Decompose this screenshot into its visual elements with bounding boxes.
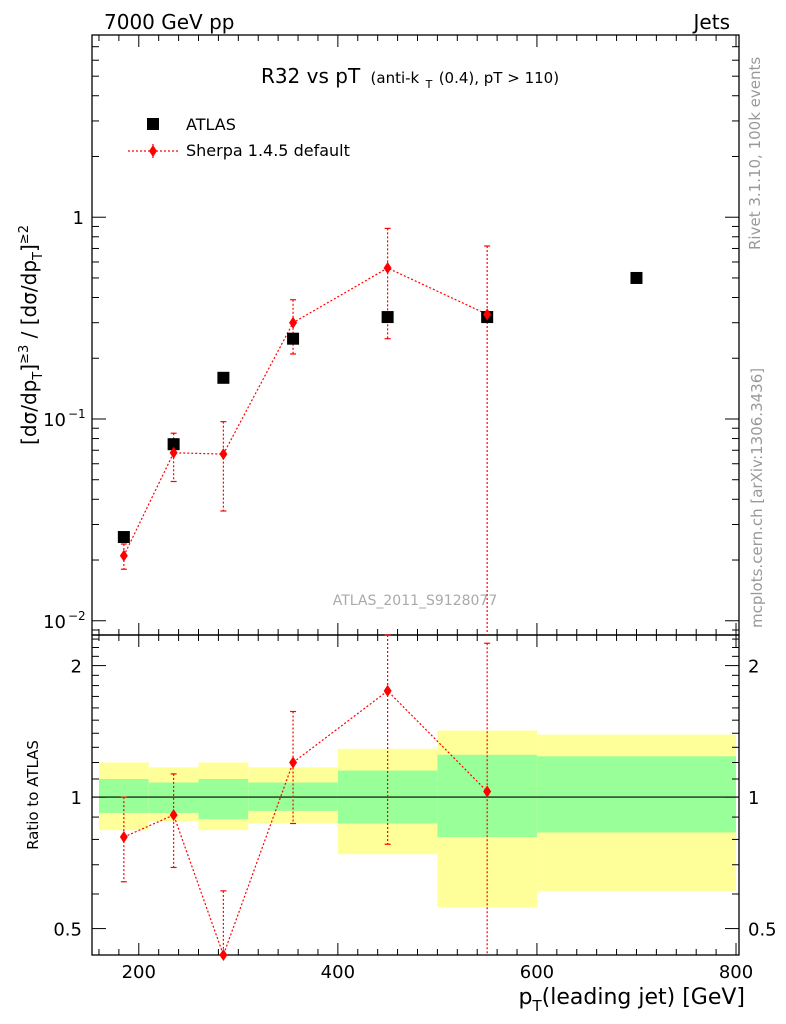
ratio-point-2 xyxy=(219,949,228,961)
top-y-tick-exp-2: −2 xyxy=(68,609,86,623)
x-axis-label-p: p xyxy=(519,985,533,1010)
atlas-point-1 xyxy=(167,438,180,451)
legend-atlas-marker xyxy=(147,118,159,130)
ratio-point-4 xyxy=(383,684,392,697)
rivet-version-label: Rivet 3.1.10, 100k events xyxy=(746,57,764,250)
top-y-axis-label: [dσ/dpT]≥3 / [dσ/dpT]≥2 xyxy=(17,225,46,445)
sherpa-point-1 xyxy=(169,446,178,459)
chart-title: R32 vs pT (anti-k T (0.4), pT > 110) xyxy=(261,64,559,93)
chart-title-sub-sub: T xyxy=(425,78,433,91)
ratio-y-tick-label-left-1: 1 xyxy=(71,788,82,809)
top-y-tick-label-1: 10 xyxy=(43,410,66,431)
chart-title-main: R32 vs pT xyxy=(261,64,361,88)
top-y-tick-label-0: 1 xyxy=(73,208,84,229)
ratio-point-5 xyxy=(483,785,492,798)
ratio-y-tick-label-left-0: 0.5 xyxy=(53,920,82,941)
ratio-inner-band-0 xyxy=(98,779,149,813)
top-y-tick-label-2: 10 xyxy=(43,612,66,633)
x-axis-label-sub: T xyxy=(531,997,542,1015)
atlas-point-3 xyxy=(287,332,300,345)
legend: ATLAS Sherpa 1.4.5 default xyxy=(128,115,350,160)
x-axis-label: pT(leading jet) [GeV] xyxy=(519,985,745,1015)
legend-sherpa-label: Sherpa 1.4.5 default xyxy=(186,141,350,160)
ratio-point-0 xyxy=(119,831,128,844)
chart-title-sub-a: (anti-k xyxy=(371,69,420,87)
x-axis-label-rest: (leading jet) [GeV] xyxy=(542,985,745,1010)
source-url-label: mcplots.cern.ch [arXiv:1306.3436] xyxy=(748,368,766,628)
chart-title-sub-b: (0.4), pT > 110) xyxy=(439,69,559,87)
ratio-y-tick-label-right-2: 2 xyxy=(748,657,759,678)
legend-atlas-label: ATLAS xyxy=(186,115,236,134)
sherpa-point-2 xyxy=(219,448,228,461)
ratio-inner-band-6 xyxy=(536,756,737,833)
ratio-y-tick-label-right-1: 1 xyxy=(748,788,759,809)
legend-sherpa-marker xyxy=(149,145,157,157)
ratio-point-3 xyxy=(289,756,298,769)
atlas-point-2 xyxy=(217,371,230,384)
sherpa-line xyxy=(123,267,488,557)
ratio-sherpa-line xyxy=(123,690,488,957)
ratio-y-axis-label: Ratio to ATLAS xyxy=(24,740,42,850)
atlas-point-4 xyxy=(381,311,394,324)
ratio-y-tick-label-left-2: 2 xyxy=(71,657,82,678)
ratio-panel-frame xyxy=(91,634,740,956)
x-tick-label-400: 400 xyxy=(321,962,355,983)
sherpa-point-0 xyxy=(119,549,128,562)
ratio-inner-band-2 xyxy=(198,779,249,820)
x-tick-label-600: 600 xyxy=(520,962,554,983)
atlas-point-6 xyxy=(630,271,643,284)
sherpa-point-5 xyxy=(483,308,492,321)
top-y-tick-exp-1: −1 xyxy=(68,407,86,421)
svg-text:[dσ/dpT]≥3 / [dσ/dpT]≥2: [dσ/dpT]≥3 / [dσ/dpT]≥2 xyxy=(17,225,46,445)
energy-label: 7000 GeV pp xyxy=(104,10,235,34)
ratio-panel-data xyxy=(119,634,492,961)
top-panel-data xyxy=(117,227,643,635)
x-tick-label-800: 800 xyxy=(719,962,753,983)
sherpa-point-3 xyxy=(289,316,298,329)
atlas-point-0 xyxy=(117,531,130,544)
x-tick-label-200: 200 xyxy=(122,962,156,983)
sherpa-point-4 xyxy=(383,262,392,275)
analysis-watermark: ATLAS_2011_S9128077 xyxy=(333,593,498,609)
process-label: Jets xyxy=(692,10,730,34)
ratio-point-1 xyxy=(169,808,178,821)
ratio-uncertainty-bands xyxy=(98,730,737,908)
ratio-y-tick-label-right-0: 0.5 xyxy=(748,920,777,941)
